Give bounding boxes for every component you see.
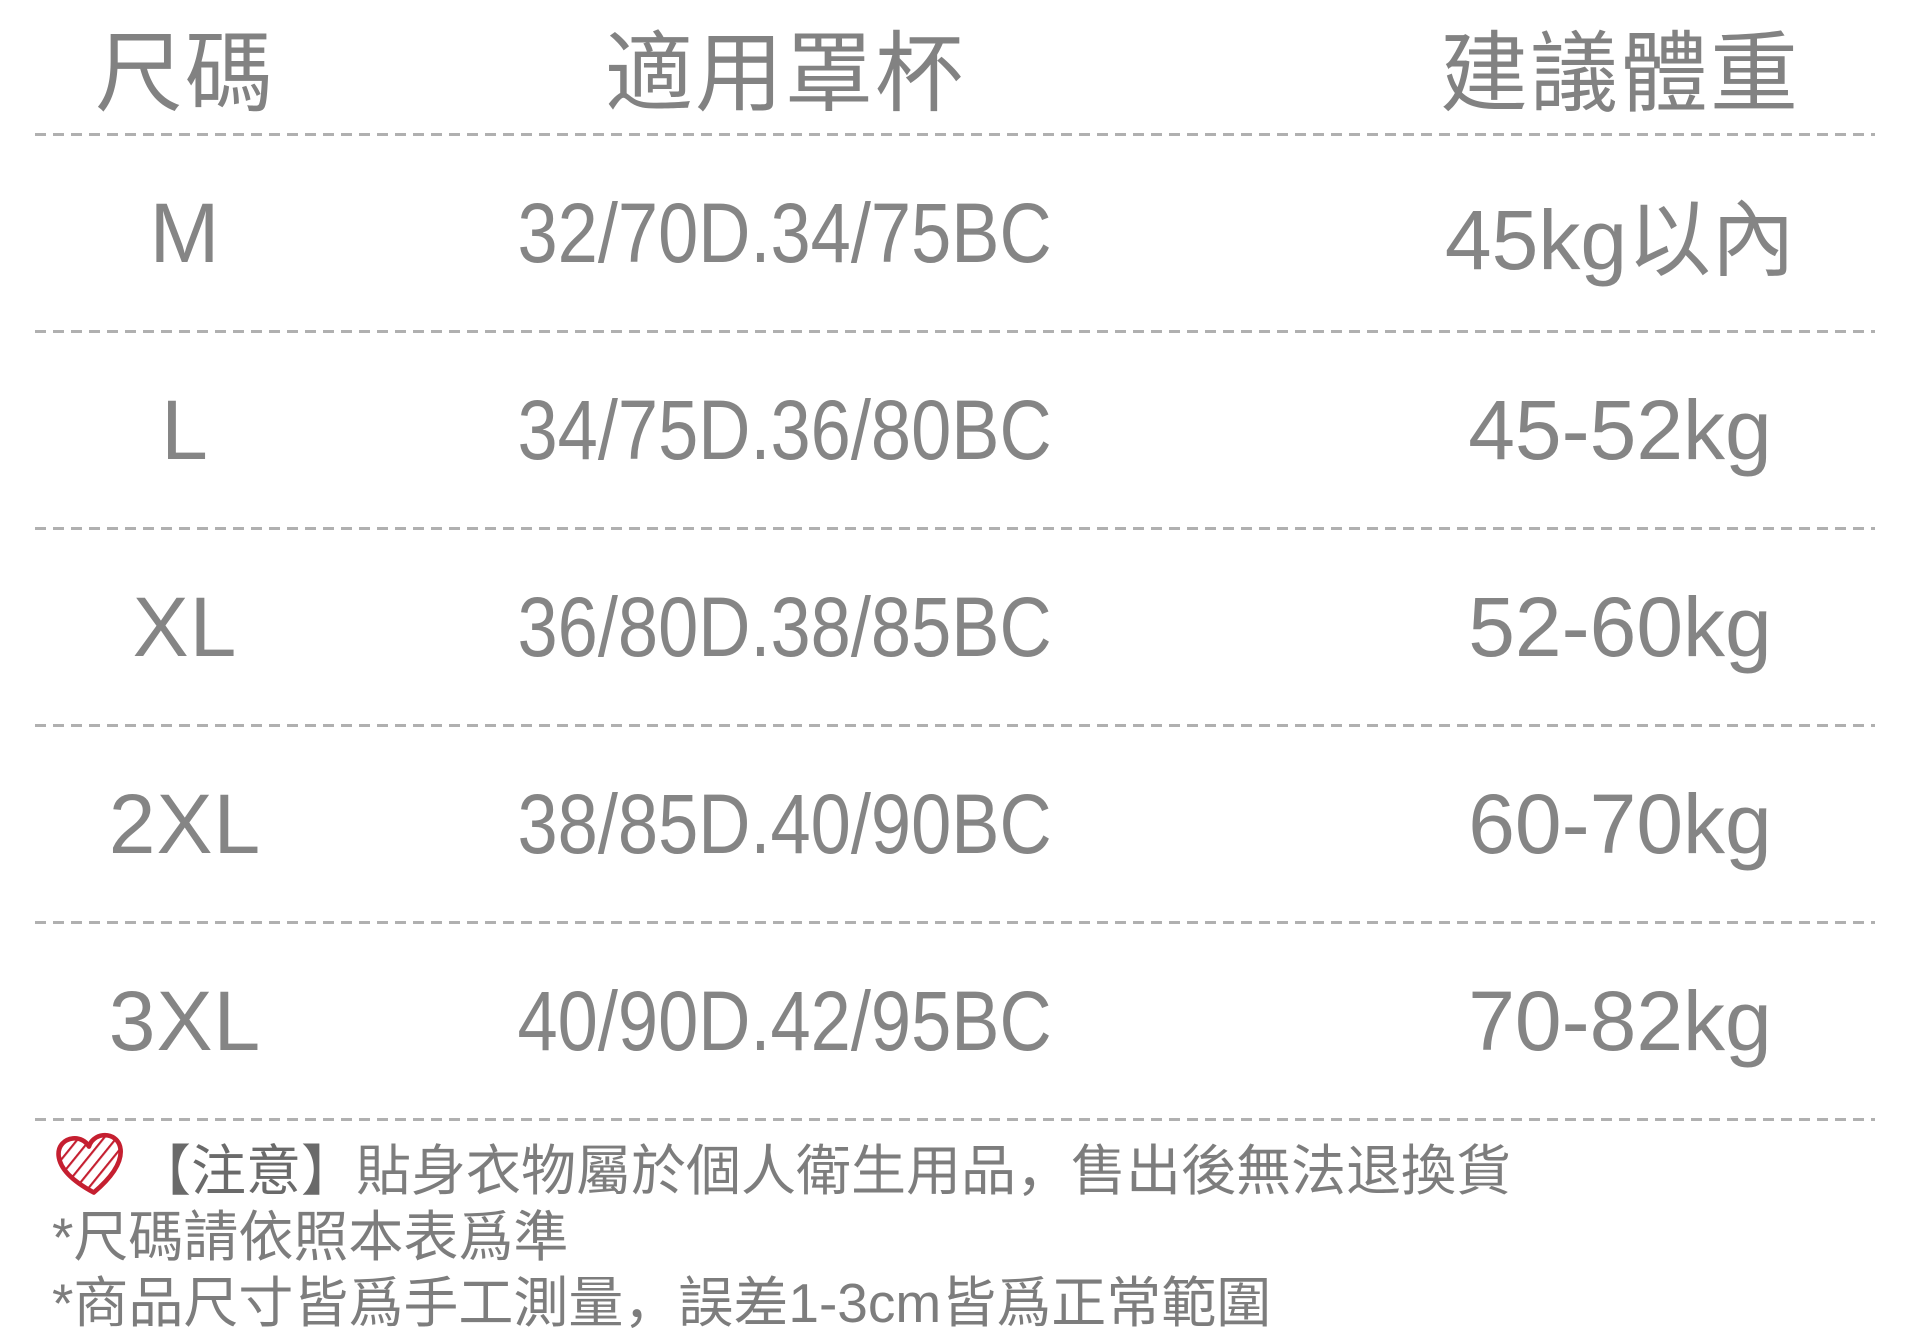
cup-value: 38/85D.40/90BC xyxy=(517,776,1053,871)
size-cell: XL xyxy=(132,579,238,674)
note-line-2: *尺碼請依照本表爲準 xyxy=(52,1206,569,1268)
table-header-row: 尺碼 適用罩杯 建議體重 xyxy=(0,0,1920,133)
note-attention-label: 【注意】 xyxy=(136,1140,357,1202)
cup-cell: 34/75D.36/80BC xyxy=(370,382,1200,479)
dashed-divider xyxy=(35,527,1875,530)
weight-cell: 52-60kg xyxy=(1468,579,1772,674)
dashed-divider xyxy=(35,921,1875,924)
cup-value: 40/90D.42/95BC xyxy=(517,973,1053,1068)
cup-value: 34/75D.36/80BC xyxy=(517,382,1053,477)
dashed-divider xyxy=(35,1118,1875,1121)
footnotes: 【注意】 貼身衣物屬於個人衛生用品，售出後無法退換貨 *尺碼請依照本表爲準 *商品… xyxy=(0,1121,1920,1334)
size-cell: 2XL xyxy=(108,776,262,871)
cup-cell: 40/90D.42/95BC xyxy=(370,973,1200,1070)
cup-value: 36/80D.38/85BC xyxy=(517,579,1053,674)
cup-value: 32/70D.34/75BC xyxy=(517,185,1053,280)
cup-cell: 38/85D.40/90BC xyxy=(370,776,1200,873)
weight-cell: 60-70kg xyxy=(1468,776,1772,871)
table-row: L 34/75D.36/80BC 45-52kg xyxy=(0,333,1920,527)
note-line-1-text: 貼身衣物屬於個人衛生用品，售出後無法退換貨 xyxy=(356,1140,1512,1202)
size-cell: M xyxy=(149,185,221,280)
size-cell: 3XL xyxy=(108,973,262,1068)
note-line-3: *商品尺寸皆爲手工測量，誤差1-3cm皆爲正常範圍 xyxy=(52,1272,1272,1334)
weight-cell: 45kg以內 xyxy=(1444,192,1796,287)
weight-cell: 70-82kg xyxy=(1468,973,1772,1068)
table-row: M 32/70D.34/75BC 45kg以內 xyxy=(0,136,1920,330)
table-row: 3XL 40/90D.42/95BC 70-82kg xyxy=(0,924,1920,1118)
size-cell: L xyxy=(161,382,209,477)
weight-cell: 45-52kg xyxy=(1468,382,1772,477)
size-table: 尺碼 適用罩杯 建議體重 M 32/70D.34/75BC 45kg以內 L 3… xyxy=(0,0,1920,1121)
table-body: M 32/70D.34/75BC 45kg以內 L 34/75D.36/80BC… xyxy=(0,136,1920,1121)
table-row: XL 36/80D.38/85BC 52-60kg xyxy=(0,530,1920,724)
header-size: 尺碼 xyxy=(94,24,275,123)
header-weight: 建議體重 xyxy=(1439,24,1800,123)
dashed-divider xyxy=(35,724,1875,727)
dashed-divider xyxy=(35,133,1875,136)
table-row: 2XL 38/85D.40/90BC 60-70kg xyxy=(0,727,1920,921)
cup-cell: 32/70D.34/75BC xyxy=(370,185,1200,282)
cup-cell: 36/80D.38/85BC xyxy=(370,579,1200,676)
dashed-divider xyxy=(35,330,1875,333)
header-cup: 適用罩杯 xyxy=(604,24,965,123)
striped-heart-icon xyxy=(49,1129,133,1203)
note-line-1: 【注意】 貼身衣物屬於個人衛生用品，售出後無法退換貨 xyxy=(52,1132,1920,1202)
